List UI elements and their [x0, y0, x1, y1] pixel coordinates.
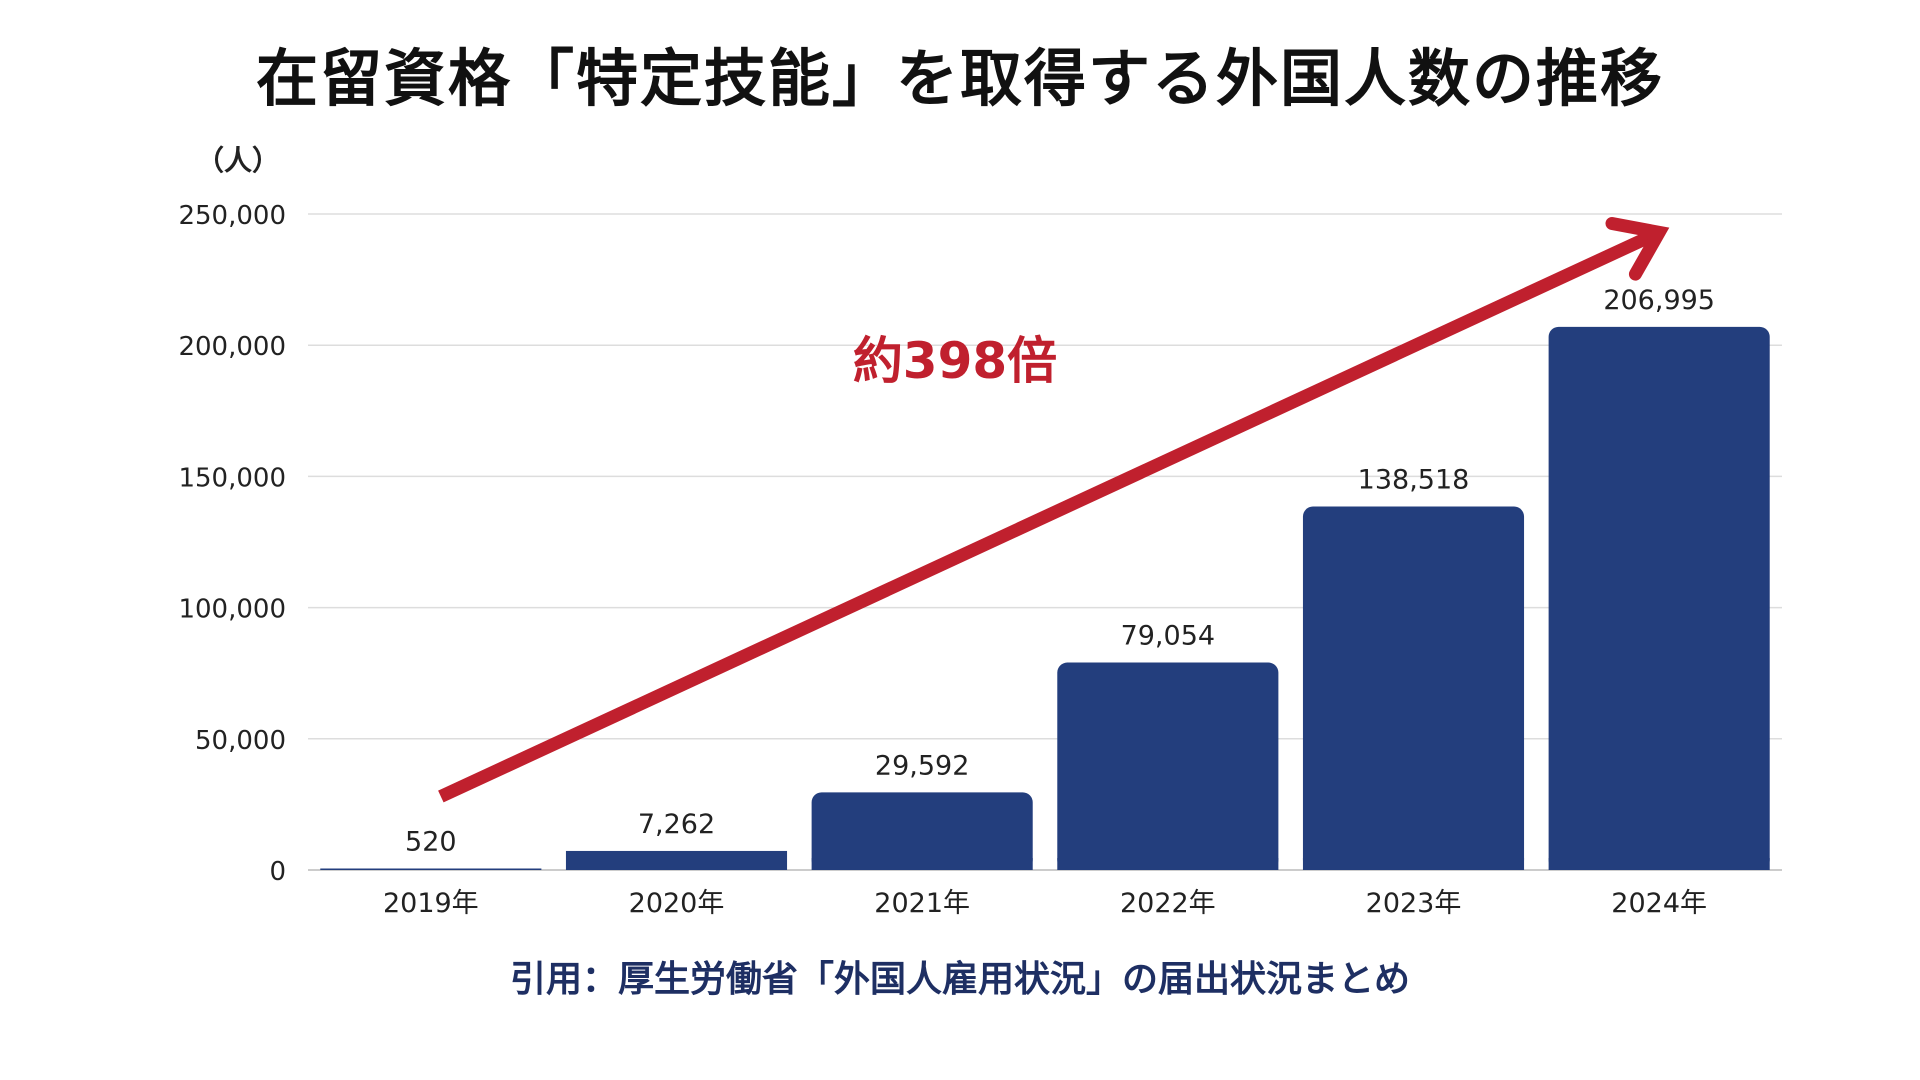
y-tick-label: 200,000 — [178, 332, 286, 362]
bar-base — [1057, 858, 1279, 870]
bar-2020 — [565, 850, 788, 870]
bar-value-label: 206,995 — [1603, 285, 1715, 316]
page-title: 在留資格「特定技能」を取得する外国人数の推移 — [255, 42, 1664, 115]
bar-2021 — [811, 792, 1033, 870]
growth-arrow-shaft — [438, 229, 1655, 803]
x-tick-label: 2020年 — [629, 888, 725, 919]
growth-arrow-head — [1605, 216, 1670, 281]
y-tick-label: 150,000 — [178, 463, 286, 493]
growth-annotation-label: 約398倍 — [853, 332, 1057, 390]
bar-2023 — [1302, 506, 1525, 870]
bar-value-label: 138,518 — [1358, 465, 1470, 496]
y-tick-label: 100,000 — [178, 595, 286, 625]
y-axis-unit-label: （人） — [196, 144, 280, 177]
bar-value-label: 7,262 — [638, 809, 715, 840]
x-tick-label: 2021年 — [874, 888, 970, 919]
y-tick-label: 0 — [269, 857, 286, 887]
x-tick-label: 2024年 — [1611, 888, 1707, 919]
y-tick-label: 250,000 — [178, 201, 286, 231]
x-tick-label: 2022年 — [1120, 888, 1216, 919]
bar-2022 — [1057, 662, 1279, 870]
bar-base — [1548, 858, 1770, 870]
bar-value-label: 520 — [405, 827, 457, 858]
bar-base — [811, 858, 1033, 870]
x-tick-label: 2023年 — [1366, 888, 1462, 919]
source-caption: 引用：厚生労働省「外国人雇用状況」の届出状況まとめ — [509, 959, 1410, 1000]
bar-value-label: 29,592 — [875, 750, 969, 781]
y-tick-label: 50,000 — [195, 726, 286, 756]
bar-2019 — [320, 868, 542, 870]
x-tick-label: 2019年 — [383, 888, 479, 919]
bar-value-label: 79,054 — [1121, 621, 1215, 652]
bar-base — [1302, 858, 1525, 870]
bar-2024 — [1548, 326, 1770, 871]
